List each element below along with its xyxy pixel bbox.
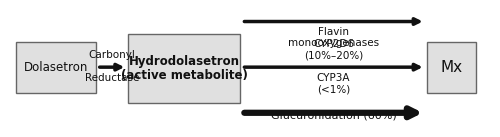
Text: Hydrodolasetron
(active metabolite): Hydrodolasetron (active metabolite) (120, 55, 248, 82)
FancyBboxPatch shape (16, 42, 96, 93)
FancyBboxPatch shape (426, 42, 476, 93)
FancyBboxPatch shape (128, 34, 240, 103)
Text: Mx: Mx (440, 60, 462, 75)
Text: CYP2D6
(10%–20%): CYP2D6 (10%–20%) (304, 39, 363, 60)
Text: Carbonyl: Carbonyl (88, 50, 136, 60)
Text: Glucuronidation (60%): Glucuronidation (60%) (270, 111, 396, 121)
Text: CYP3A
(<1%): CYP3A (<1%) (317, 72, 350, 94)
Text: Flavin
monooxygenases: Flavin monooxygenases (288, 27, 379, 48)
Text: Dolasetron: Dolasetron (24, 61, 88, 74)
Text: Reductase: Reductase (85, 72, 139, 82)
